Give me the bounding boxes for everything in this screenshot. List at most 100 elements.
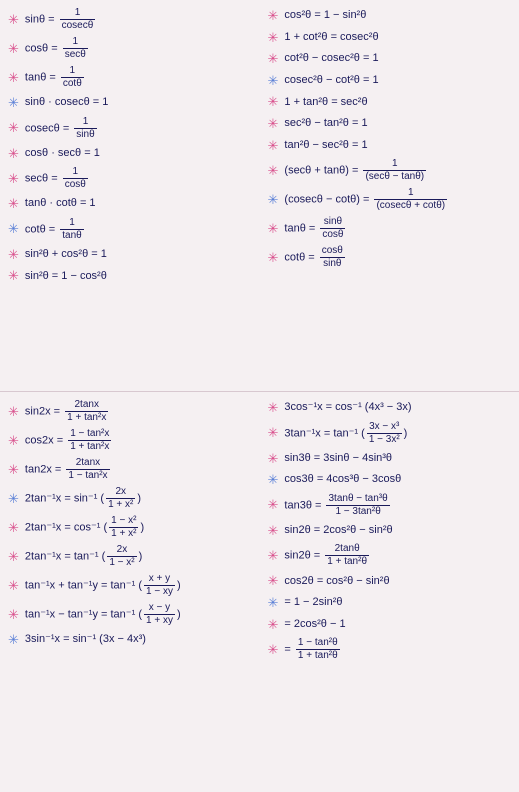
bullet-star-icon: ✳ — [268, 138, 279, 154]
formula-text: = 1 − 2sin²θ — [284, 596, 342, 609]
bullet-star-icon: ✳ — [8, 12, 19, 28]
bullet-star-icon: ✳ — [8, 95, 19, 111]
formula-text: = 1 − tan²θ1 + tan²θ — [284, 638, 341, 661]
formula-text: cos2θ = cos²θ − sin²θ — [284, 575, 389, 588]
formula-text: tanθ · cotθ = 1 — [25, 197, 96, 210]
formula-row: ✳ 3sin⁻¹x = sin⁻¹ (3x − 4x³) — [8, 632, 254, 648]
formula-text: cot²θ − cosec²θ = 1 — [284, 52, 378, 65]
formula-text: tan⁻¹x − tan⁻¹y = tan⁻¹ (x − y1 + xy) — [25, 603, 181, 626]
formula-text: cosec²θ − cot²θ = 1 — [284, 74, 378, 87]
formula-text: cotθ = cosθsinθ — [284, 246, 346, 269]
formula-row: ✳ secθ = 1cosθ — [8, 167, 254, 190]
formula-row: ✳ cosθ = 1secθ — [8, 37, 254, 60]
bullet-star-icon: ✳ — [268, 573, 279, 589]
formula-text: sin2θ = 2tanθ1 + tan²θ — [284, 544, 371, 567]
formula-text: tan2x = 2tanx1 − tan²x — [25, 458, 112, 481]
formula-text: cosecθ = 1sinθ — [25, 117, 99, 140]
bullet-star-icon: ✳ — [268, 451, 279, 467]
formula-text: sin²θ + cos²θ = 1 — [25, 248, 107, 261]
formula-text: (cosecθ − cotθ) = 1(cosecθ + cotθ) — [284, 188, 449, 211]
bullet-star-icon: ✳ — [8, 70, 19, 86]
formula-row: ✳sinθ = 1cosecθ — [8, 8, 254, 31]
bullet-star-icon: ✳ — [268, 548, 279, 564]
formula-text: cos²θ = 1 − sin²θ — [284, 9, 366, 22]
formula-row: ✳ cos²θ = 1 − sin²θ — [268, 8, 514, 24]
formula-row: ✳ sin2θ = 2tanθ1 + tan²θ — [268, 544, 514, 567]
bullet-star-icon: ✳ — [268, 400, 279, 416]
bullet-star-icon: ✳ — [8, 433, 19, 449]
formula-row: ✳ cotθ = cosθsinθ — [268, 246, 514, 269]
formula-row: ✳ 2tan⁻¹x = tan⁻¹ (2x1 − x²) — [8, 545, 254, 568]
formula-text: cosθ = 1secθ — [25, 37, 90, 60]
bullet-star-icon: ✳ — [8, 171, 19, 187]
top-right-column: ✳ cos²θ = 1 − sin²θ ✳1 + cot²θ = cosec²θ ✳ c… — [260, 0, 519, 391]
formula-text: 2tan⁻¹x = tan⁻¹ (2x1 − x²) — [25, 545, 142, 568]
formula-text: sin2x = 2tanx1 + tan²x — [25, 400, 110, 423]
formula-row: ✳ sec²θ − tan²θ = 1 — [268, 116, 514, 132]
bullet-star-icon: ✳ — [8, 632, 19, 648]
bullet-star-icon: ✳ — [8, 146, 19, 162]
bullet-star-icon: ✳ — [8, 247, 19, 263]
formula-row: ✳ 3tan⁻¹x = tan⁻¹ (3x − x³1 − 3x²) — [268, 422, 514, 445]
bullet-star-icon: ✳ — [268, 51, 279, 67]
formula-row: ✳sin2θ = 2cos²θ − sin²θ — [268, 523, 514, 539]
bullet-star-icon: ✳ — [268, 617, 279, 633]
formula-text: sec²θ − tan²θ = 1 — [284, 117, 367, 130]
formula-row: ✳2tan⁻¹x = sin⁻¹ (2x1 + x²) — [8, 487, 254, 510]
bottom-right-column: ✳3cos⁻¹x = cos⁻¹ (4x³ − 3x)✳3tan⁻¹x = ta… — [260, 392, 519, 792]
formula-row: ✳ sin3θ = 3sinθ − 4sin³θ — [268, 451, 514, 467]
formula-row: ✳tan²θ − sec²θ = 1 — [268, 138, 514, 154]
bullet-star-icon: ✳ — [268, 8, 279, 24]
formula-row: ✳cosecθ = 1sinθ — [8, 117, 254, 140]
bullet-star-icon: ✳ — [8, 41, 19, 57]
bullet-star-icon: ✳ — [268, 425, 279, 441]
bullet-star-icon: ✳ — [268, 472, 279, 488]
formula-row: ✳cotθ = 1tanθ — [8, 218, 254, 241]
formula-text: tan3θ = 3tanθ − tan³θ1 − 3tan²θ — [284, 494, 391, 517]
formula-row: ✳ cot²θ − cosec²θ = 1 — [268, 51, 514, 67]
formula-row: ✳ tan3θ = 3tanθ − tan³θ1 − 3tan²θ — [268, 494, 514, 517]
formula-text: sin²θ = 1 − cos²θ — [25, 270, 107, 283]
formula-text: (secθ + tanθ) = 1(secθ − tanθ) — [284, 159, 428, 182]
formula-row: ✳3cos⁻¹x = cos⁻¹ (4x³ − 3x) — [268, 400, 514, 416]
formula-text: cos3θ = 4cos³θ − 3cosθ — [284, 473, 401, 486]
formula-text: 3sin⁻¹x = sin⁻¹ (3x − 4x³) — [25, 633, 146, 646]
bullet-star-icon: ✳ — [8, 578, 19, 594]
bullet-star-icon: ✳ — [268, 221, 279, 237]
bullet-star-icon: ✳ — [268, 497, 279, 513]
bottom-half: ✳ sin2x = 2tanx1 + tan²x ✳cos2x = 1 − tan²… — [0, 392, 519, 792]
bullet-star-icon: ✳ — [268, 250, 279, 266]
bullet-star-icon: ✳ — [268, 642, 279, 658]
formula-row: ✳sinθ · cosecθ = 1 — [8, 95, 254, 111]
formula-row: ✳cosθ · secθ = 1 — [8, 146, 254, 162]
top-left-column: ✳sinθ = 1cosecθ✳cosθ = 1secθ✳tanθ = 1cot… — [0, 0, 260, 391]
formula-row: ✳2tan⁻¹x = cos⁻¹ (1 − x²1 + x²) — [8, 516, 254, 539]
formula-text: cotθ = 1tanθ — [25, 218, 86, 241]
bullet-star-icon: ✳ — [8, 520, 19, 536]
formula-text: tanθ = 1cotθ — [25, 66, 86, 89]
formula-row: ✳ sin2x = 2tanx1 + tan²x — [8, 400, 254, 423]
bullet-star-icon: ✳ — [8, 607, 19, 623]
bullet-star-icon: ✳ — [268, 116, 279, 132]
formula-row: ✳(cosecθ − cotθ) = 1(cosecθ + cotθ) — [268, 188, 514, 211]
formula-row: ✳1 + cot²θ = cosec²θ — [268, 30, 514, 46]
formula-row: ✳ cos2θ = cos²θ − sin²θ — [268, 573, 514, 589]
bullet-star-icon: ✳ — [8, 549, 19, 565]
formula-text: secθ = 1cosθ — [25, 167, 90, 190]
bullet-star-icon: ✳ — [8, 268, 19, 284]
formula-row: ✳ cosec²θ − cot²θ = 1 — [268, 73, 514, 89]
formula-row: ✳ tan2x = 2tanx1 − tan²x — [8, 458, 254, 481]
formula-text: sin3θ = 3sinθ − 4sin³θ — [284, 452, 392, 465]
formula-text: 3tan⁻¹x = tan⁻¹ (3x − x³1 − 3x²) — [284, 422, 407, 445]
formula-row: ✳ tanθ = sinθcosθ — [268, 217, 514, 240]
formula-row: ✳cos2x = 1 − tan²x1 + tan²x — [8, 429, 254, 452]
bullet-star-icon: ✳ — [268, 523, 279, 539]
bullet-star-icon: ✳ — [8, 196, 19, 212]
formula-text: tanθ = sinθcosθ — [284, 217, 347, 240]
formula-row: ✳ sin²θ + cos²θ = 1 — [8, 247, 254, 263]
top-half: ✳sinθ = 1cosecθ✳cosθ = 1secθ✳tanθ = 1cot… — [0, 0, 519, 392]
bullet-star-icon: ✳ — [268, 94, 279, 110]
bullet-star-icon: ✳ — [8, 462, 19, 478]
bullet-star-icon: ✳ — [268, 73, 279, 89]
bullet-star-icon: ✳ — [8, 404, 19, 420]
